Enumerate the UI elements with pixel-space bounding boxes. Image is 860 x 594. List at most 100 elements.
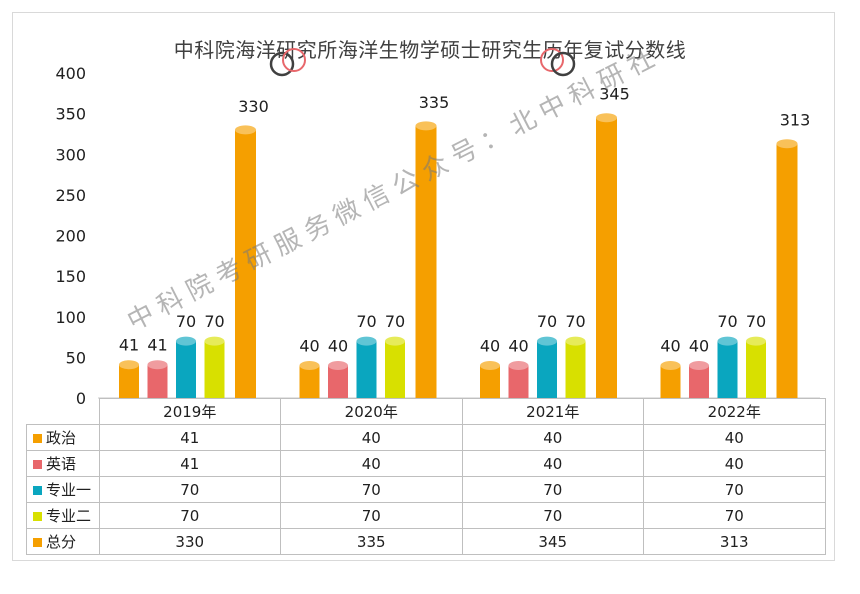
data-label: 330 [238, 97, 269, 116]
bar-cap [746, 336, 766, 346]
table-cell: 345 [461, 528, 644, 555]
legend-entry: 英语 [26, 450, 100, 477]
table-row: 专业一 70 70 70 70 [26, 476, 826, 503]
bar-总分-2020年 [415, 125, 437, 398]
bar-政治-2019年 [119, 364, 139, 398]
bar-cap [385, 336, 405, 346]
data-label: 41 [119, 336, 139, 355]
bar-专业一-2019年 [176, 341, 196, 398]
bar-cap [717, 336, 738, 346]
bar-英语-2022年 [689, 365, 709, 398]
bar-英语-2019年 [147, 364, 168, 398]
data-label: 40 [480, 337, 500, 356]
bar-cap [415, 121, 437, 131]
legend-swatch [33, 460, 42, 469]
bar-cap [776, 139, 798, 149]
bar-总分-2022年 [776, 143, 798, 398]
bar-专业一-2020年 [356, 341, 377, 398]
table-cell: 40 [461, 424, 644, 451]
legend-entry: 专业二 [26, 502, 100, 529]
table-cell: 40 [643, 424, 826, 451]
bar-cap [480, 361, 500, 370]
legend-label: 政治 [46, 429, 77, 447]
legend-swatch [33, 486, 42, 495]
circle-icon [550, 51, 576, 77]
x-tick-label: 2020年 [280, 398, 463, 425]
table-cell: 70 [461, 502, 644, 529]
data-label: 70 [717, 312, 737, 331]
bar-英语-2021年 [508, 365, 529, 398]
table-row: 专业二 70 70 70 70 [26, 502, 826, 529]
bar-cap [537, 336, 557, 346]
bar-总分-2019年 [235, 129, 256, 398]
table-cell: 70 [98, 502, 281, 529]
table-row: 总分 330 335 345 313 [26, 528, 826, 555]
bar-专业二-2019年 [204, 341, 225, 398]
legend-swatch [33, 538, 42, 547]
legend-swatch [33, 512, 42, 521]
table-cell: 330 [98, 528, 281, 555]
x-tick-label: 2021年 [461, 398, 644, 425]
data-label: 345 [599, 85, 630, 104]
bar-专业二-2020年 [385, 341, 405, 398]
y-tick-label: 100 [55, 308, 86, 327]
bar-cap [299, 361, 320, 370]
table-cell: 335 [280, 528, 463, 555]
table-cell: 41 [98, 450, 281, 477]
legend-entry: 政治 [26, 424, 100, 451]
bar-专业二-2021年 [565, 341, 586, 398]
y-tick-label: 50 [66, 348, 86, 367]
y-tick-label: 250 [55, 186, 86, 205]
legend-label: 专业二 [46, 507, 92, 525]
data-label: 40 [508, 337, 528, 356]
table-cell: 40 [643, 450, 826, 477]
table-cell: 70 [98, 476, 281, 503]
data-label: 313 [780, 111, 811, 130]
legend-label: 专业一 [46, 481, 92, 499]
y-tick-label: 200 [55, 227, 86, 246]
bar-cap [204, 336, 225, 346]
bar-cap [235, 125, 256, 135]
y-tick-label: 350 [55, 105, 86, 124]
data-label: 70 [746, 312, 766, 331]
bar-专业一-2022年 [717, 341, 738, 398]
circle-icon [269, 51, 295, 77]
bar-英语-2020年 [328, 365, 348, 398]
bar-专业一-2021年 [537, 341, 557, 398]
bar-cap [596, 113, 617, 123]
bar-专业二-2022年 [746, 341, 766, 398]
bar-cap [356, 336, 377, 346]
bar-cap [660, 361, 681, 370]
legend-entry: 总分 [26, 528, 100, 555]
table-header-row: 2019年 2020年 2021年 2022年 [26, 398, 826, 425]
table-row: 英语 41 40 40 40 [26, 450, 826, 477]
y-tick-label: 400 [55, 64, 86, 83]
y-tick-label: 150 [55, 267, 86, 286]
table-cell: 40 [280, 424, 463, 451]
data-label: 70 [176, 312, 196, 331]
data-label: 70 [356, 312, 376, 331]
data-label: 70 [385, 312, 405, 331]
table-cell: 40 [461, 450, 644, 477]
circle-icon [282, 48, 306, 72]
bar-cap [689, 361, 709, 370]
y-tick-label: 300 [55, 145, 86, 164]
bar-政治-2021年 [480, 365, 500, 398]
circle-icon [540, 48, 564, 72]
table-cell: 70 [280, 476, 463, 503]
bar-政治-2022年 [660, 365, 681, 398]
data-label: 40 [689, 337, 709, 356]
table-cell: 70 [643, 502, 826, 529]
data-label: 40 [299, 337, 319, 356]
data-label: 41 [147, 336, 167, 355]
bar-cap [328, 361, 348, 370]
data-label: 40 [328, 337, 348, 356]
table-cell: 70 [643, 476, 826, 503]
bar-总分-2021年 [596, 117, 617, 398]
data-label: 70 [565, 312, 585, 331]
legend-swatch [33, 434, 42, 443]
table-cell: 70 [280, 502, 463, 529]
table-row: 政治 41 40 40 40 [26, 424, 826, 451]
table-cell: 313 [643, 528, 826, 555]
